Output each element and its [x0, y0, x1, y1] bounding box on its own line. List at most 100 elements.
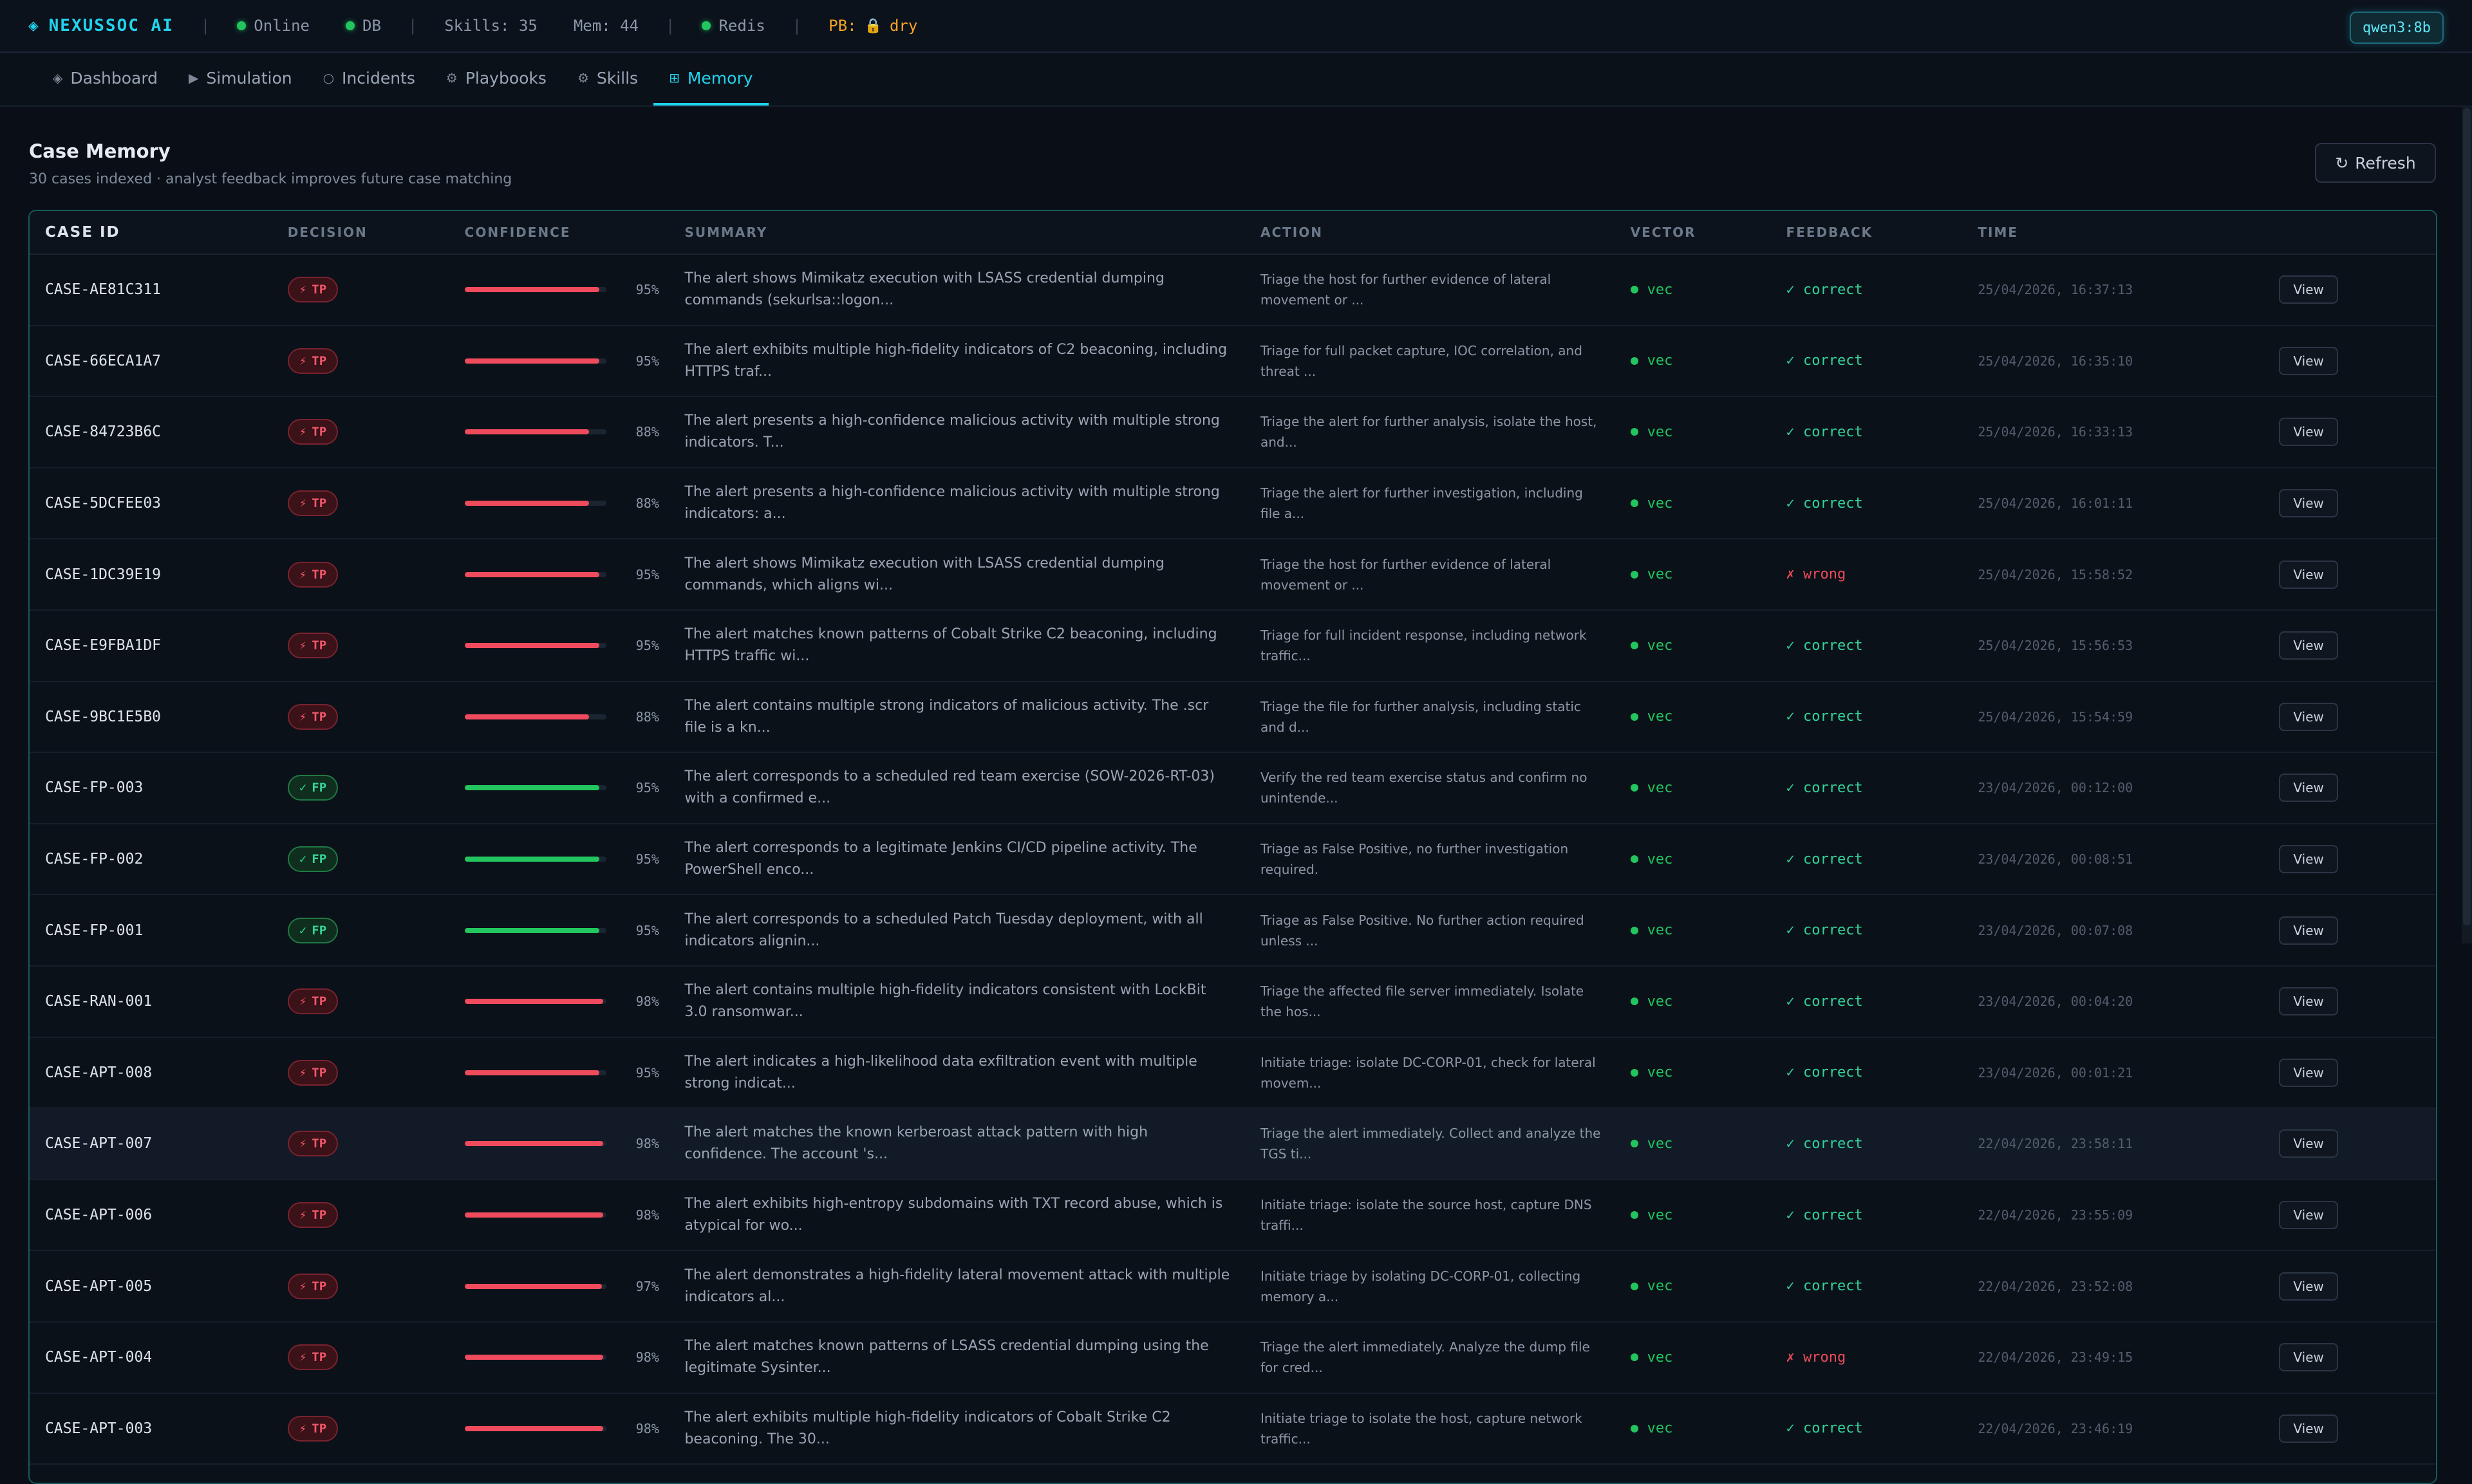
vector-dot-icon: [1630, 926, 1638, 934]
case-action: Triage as False Positive. No further act…: [1260, 912, 1584, 949]
table-body: CASE-AE81C311 ⚡ TP 95% The alert shows Mimik…: [30, 255, 2436, 1465]
case-memory-table: CASE ID DECISION CONFIDENCE SUMMARY ACTI…: [28, 210, 2437, 1484]
tab-memory[interactable]: ⊞ Memory: [653, 53, 769, 106]
view-button[interactable]: View: [2279, 560, 2339, 589]
view-button[interactable]: View: [2279, 774, 2339, 802]
table-row[interactable]: CASE-5DCFEE03 ⚡ TP 88% The alert presents a …: [30, 468, 2436, 540]
tab-skills[interactable]: ⚙ Skills: [562, 53, 653, 106]
decision-badge: ⚡ TP: [287, 1059, 339, 1086]
feedback-label: correct: [1803, 779, 1863, 796]
tab-simulation-icon: ▶: [189, 70, 199, 86]
model-badge[interactable]: qwen3:8b: [2350, 12, 2444, 44]
decision-badge: ⚡ TP: [287, 419, 339, 445]
tab-simulation[interactable]: ▶ Simulation: [173, 53, 308, 106]
table-row[interactable]: CASE-APT-004 ⚡ TP 98% The alert matches know…: [30, 1322, 2436, 1394]
view-cell: View: [2263, 1343, 2436, 1372]
tab-label: Memory: [687, 68, 753, 88]
feedback-status: ✓ correct: [1771, 709, 1963, 725]
confidence-value: 98%: [635, 1350, 659, 1366]
case-summary: The alert shows Mimikatz execution with …: [684, 555, 1165, 593]
view-button[interactable]: View: [2279, 631, 2339, 660]
view-button[interactable]: View: [2279, 1129, 2339, 1158]
table-row[interactable]: CASE-APT-007 ⚡ TP 98% The alert matches the …: [30, 1109, 2436, 1180]
table-row[interactable]: CASE-84723B6C ⚡ TP 88% The alert presents a …: [30, 397, 2436, 468]
table-row[interactable]: CASE-APT-006 ⚡ TP 98% The alert exhibits hig…: [30, 1180, 2436, 1252]
tab-playbooks[interactable]: ⚙ Playbooks: [431, 53, 562, 106]
case-time: 23/04/2026, 00:12:00: [1978, 780, 2133, 796]
view-button[interactable]: View: [2279, 702, 2339, 731]
status-db-label: DB: [362, 17, 381, 35]
status-online: Online: [237, 17, 310, 35]
decision-cell: ⚡ TP: [272, 1415, 449, 1442]
brand[interactable]: ◈ NEXUSSOC AI: [28, 16, 174, 35]
case-action: Triage the affected file server immediat…: [1260, 983, 1584, 1020]
view-button[interactable]: View: [2279, 987, 2339, 1016]
feedback-label: correct: [1803, 993, 1863, 1010]
table-row[interactable]: CASE-1DC39E19 ⚡ TP 95% The alert shows Mimik…: [30, 539, 2436, 611]
table-row[interactable]: CASE-APT-008 ⚡ TP 95% The alert indicates a …: [30, 1038, 2436, 1109]
view-button[interactable]: View: [2279, 346, 2339, 375]
case-summary: The alert exhibits multiple high-fidelit…: [684, 1409, 1171, 1447]
playbook-mode: PB: 🔒 dry: [829, 17, 917, 35]
table-row[interactable]: CASE-RAN-001 ⚡ TP 98% The alert contains mul…: [30, 967, 2436, 1038]
view-button[interactable]: View: [2279, 845, 2339, 874]
view-button[interactable]: View: [2279, 275, 2339, 304]
feedback-status: ✓ correct: [1771, 424, 1963, 440]
status-dot-icon: [702, 21, 711, 30]
column-header-time[interactable]: TIME: [1978, 225, 2019, 240]
vector-status: vec: [1615, 1136, 1771, 1152]
cross-icon: ✗: [1786, 1349, 1795, 1366]
feedback-label: correct: [1803, 1135, 1863, 1152]
view-button[interactable]: View: [2279, 1343, 2339, 1372]
confidence-bar-fill: [464, 927, 599, 933]
vector-label: vec: [1647, 1420, 1673, 1437]
view-cell: View: [2263, 702, 2436, 731]
confidence-bar-fill: [464, 1212, 604, 1218]
page-scrollbar-thumb[interactable]: [2463, 108, 2471, 925]
case-action: Triage the host for further evidence of …: [1260, 556, 1551, 593]
case-summary: The alert contains multiple high-fidelit…: [684, 982, 1206, 1021]
refresh-button[interactable]: ↻ Refresh: [2315, 143, 2436, 183]
case-time: 23/04/2026, 00:07:08: [1978, 922, 2133, 938]
table-row[interactable]: CASE-FP-003 ✓ FP 95% The alert corresponds t…: [30, 753, 2436, 824]
confidence-cell: 98%: [449, 1421, 670, 1436]
case-time: 25/04/2026, 16:35:10: [1978, 353, 2133, 369]
tab-incidents[interactable]: ○ Incidents: [308, 53, 431, 106]
column-header-decision[interactable]: DECISION: [287, 225, 368, 240]
table-row[interactable]: CASE-FP-001 ✓ FP 95% The alert corresponds t…: [30, 895, 2436, 967]
table-row[interactable]: CASE-9BC1E5B0 ⚡ TP 88% The alert contains mu…: [30, 682, 2436, 754]
vector-status: vec: [1615, 780, 1771, 796]
table-row[interactable]: CASE-E9FBA1DF ⚡ TP 95% The alert matches kno…: [30, 611, 2436, 682]
column-header-summary[interactable]: SUMMARY: [684, 225, 768, 240]
check-icon: ✓: [1786, 281, 1795, 298]
table-row[interactable]: CASE-APT-003 ⚡ TP 98% The alert exhibits mul…: [30, 1394, 2436, 1465]
feedback-label: correct: [1803, 1207, 1863, 1223]
vector-label: vec: [1647, 922, 1673, 939]
case-summary: The alert contains multiple strong indic…: [684, 697, 1209, 736]
table-row[interactable]: CASE-FP-002 ✓ FP 95% The alert corresponds t…: [30, 824, 2436, 896]
view-button[interactable]: View: [2279, 1058, 2339, 1087]
status-redis-label: Redis: [718, 17, 765, 35]
check-icon: ✓: [1786, 495, 1795, 512]
column-header-case-id[interactable]: CASE ID: [45, 224, 120, 241]
view-button[interactable]: View: [2279, 418, 2339, 447]
feedback-label: correct: [1803, 353, 1863, 369]
table-row[interactable]: CASE-APT-005 ⚡ TP 97% The alert demonstrates…: [30, 1251, 2436, 1322]
view-button[interactable]: View: [2279, 916, 2339, 945]
column-header-confidence[interactable]: CONFIDENCE: [464, 225, 571, 240]
table-row[interactable]: CASE-AE81C311 ⚡ TP 95% The alert shows Mimik…: [30, 255, 2436, 326]
view-button[interactable]: View: [2279, 489, 2339, 518]
case-id: CASE-APT-008: [45, 1064, 153, 1081]
vector-status: vec: [1615, 1278, 1771, 1294]
column-header-vector[interactable]: VECTOR: [1630, 225, 1696, 240]
column-header-action[interactable]: ACTION: [1260, 225, 1323, 240]
confidence-cell: 95%: [449, 851, 670, 867]
view-button[interactable]: View: [2279, 1272, 2339, 1301]
decision-label: TP: [312, 353, 327, 368]
column-header-feedback[interactable]: FEEDBACK: [1786, 225, 1873, 240]
case-action: Triage for full packet capture, IOC corr…: [1260, 342, 1582, 379]
tab-dashboard[interactable]: ◈ Dashboard: [37, 53, 173, 106]
view-button[interactable]: View: [2279, 1414, 2339, 1443]
table-row[interactable]: CASE-66ECA1A7 ⚡ TP 95% The alert exhibits mu…: [30, 326, 2436, 398]
view-button[interactable]: View: [2279, 1201, 2339, 1230]
